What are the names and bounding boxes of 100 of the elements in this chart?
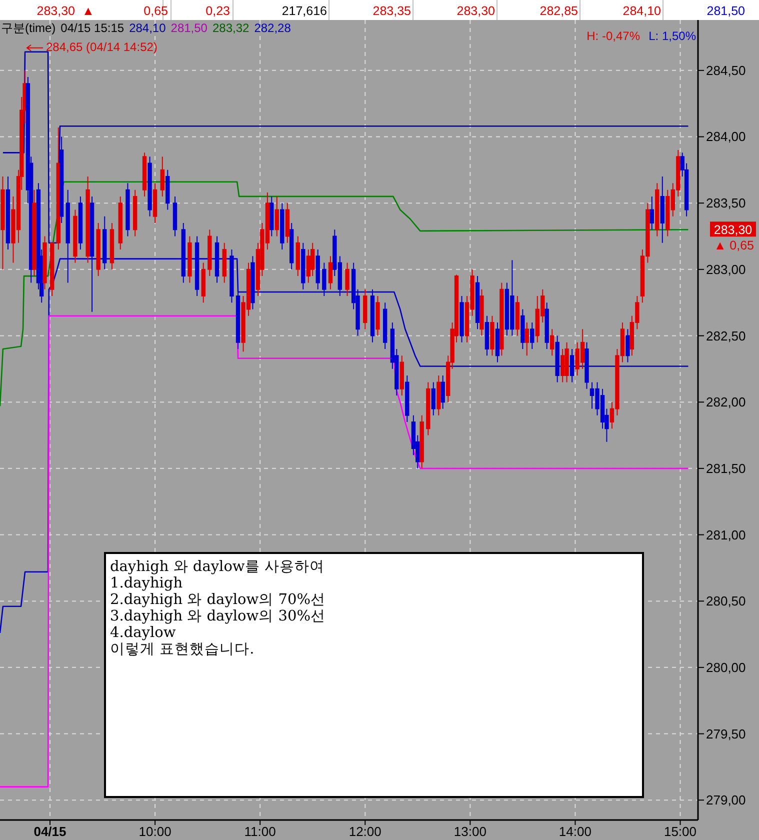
annotation: 1.dayhigh — [110, 576, 183, 592]
candlestick — [626, 328, 630, 363]
candlestick — [96, 222, 100, 277]
y-tick-label: 282,50 — [706, 328, 746, 344]
text: 283,30 — [36, 4, 76, 18]
x-tick-label: 11:00 — [244, 824, 276, 839]
line-series — [0, 181, 689, 407]
candlestick — [296, 236, 300, 277]
candlestick — [148, 156, 152, 217]
candlestick — [42, 236, 47, 290]
candlestick — [208, 229, 212, 277]
text: ▲ 0,65 — [714, 238, 754, 253]
candlestick — [316, 249, 320, 290]
candlestick — [301, 242, 306, 290]
candlestick — [564, 342, 569, 383]
y-tick-label: 284,50 — [706, 62, 746, 78]
text: ▲ — [82, 4, 94, 18]
candlestick — [500, 282, 504, 356]
x-tick-label: 14:00 — [558, 824, 592, 839]
x-tick-label: 10:00 — [138, 824, 172, 839]
y-tick-label: 279,00 — [706, 792, 746, 808]
candlestick — [328, 256, 333, 290]
x-tick-label: 15:00 — [664, 824, 697, 839]
annotation: L: 1,50% — [648, 29, 696, 43]
text: 284,10 — [622, 4, 662, 18]
annotation: 3.dayhigh 와 daylow의 30%선 — [110, 608, 326, 624]
candlestick — [285, 202, 290, 244]
annotation: 4.daylow — [110, 625, 176, 641]
candlestick — [524, 322, 529, 356]
annotation: 283,32 — [212, 21, 250, 35]
candlestick — [570, 348, 574, 383]
candlestick — [405, 375, 410, 422]
candlestick — [110, 222, 114, 270]
y-tick-label: 281,00 — [706, 527, 746, 542]
y-tick-label: 281,50 — [706, 460, 746, 476]
candlestick — [280, 202, 284, 250]
candlestick — [431, 382, 436, 416]
annotation: 284,65 (04/14 14:52) — [46, 40, 158, 54]
candlestick — [172, 196, 178, 237]
candlestick — [152, 182, 158, 224]
candlestick — [270, 196, 274, 237]
candlestick — [6, 176, 10, 250]
x-tick-label: 04/15 — [34, 824, 66, 839]
candlestick — [363, 288, 368, 330]
candlestick — [132, 189, 138, 237]
annotation: 284,10 — [129, 21, 166, 35]
annotation: H: -0,47% — [586, 29, 640, 43]
text: 0,23 — [206, 4, 230, 18]
candlestick — [188, 236, 192, 284]
candlestick — [230, 249, 234, 304]
candlestick — [440, 375, 445, 410]
candlestick — [436, 375, 441, 416]
candlestick — [126, 182, 130, 237]
candlestick — [345, 262, 350, 296]
annotation: 283,30 — [714, 223, 752, 238]
candlestick — [166, 169, 170, 210]
candlestick — [66, 189, 70, 284]
candlestick — [382, 302, 388, 350]
text: 282,85 — [540, 4, 578, 18]
candlestick — [90, 196, 94, 312]
candlestick — [376, 295, 380, 336]
text: 283,35 — [372, 4, 412, 18]
text: 217,616 — [282, 4, 328, 18]
candlestick — [322, 262, 326, 296]
candlestick — [32, 189, 36, 277]
x-tick-label: 13:00 — [454, 824, 486, 839]
text: 283,30 — [456, 4, 496, 18]
candlestick — [274, 196, 279, 237]
y-tick-label: 283,00 — [706, 262, 746, 277]
y-tick-label: 279,50 — [706, 726, 746, 742]
line-series — [0, 315, 689, 788]
candlestick — [660, 176, 664, 244]
annotation: 04/15 15:15 — [60, 21, 124, 35]
candlestick — [400, 355, 404, 396]
candlestick — [520, 308, 525, 350]
candlestick — [289, 222, 294, 270]
candlestick — [480, 288, 484, 336]
candlestick — [102, 216, 107, 270]
y-tick-label: 284,00 — [706, 129, 746, 144]
annotation: 281,50 — [170, 21, 208, 35]
candlestick — [201, 262, 206, 304]
candlestick — [550, 328, 554, 356]
candlestick — [222, 242, 226, 284]
annotation: 이렇게 표현했습니다. — [110, 642, 254, 658]
y-tick-label: 280,00 — [706, 660, 746, 675]
candlestick — [650, 196, 654, 230]
candlestick — [584, 342, 589, 390]
candlestick — [426, 382, 430, 436]
candlestick — [484, 315, 490, 356]
candlestick — [250, 256, 255, 310]
candlestick — [515, 295, 520, 336]
candlestick — [530, 322, 534, 350]
candlestick — [544, 302, 549, 350]
y-tick-label: 280,50 — [706, 594, 746, 609]
candlestick — [495, 322, 500, 363]
candlestick — [460, 295, 464, 343]
candlestick — [490, 315, 494, 356]
y-tick-label: 282,00 — [706, 394, 746, 410]
y-tick-label: 283,50 — [706, 196, 746, 211]
text: 0,65 — [144, 4, 168, 18]
